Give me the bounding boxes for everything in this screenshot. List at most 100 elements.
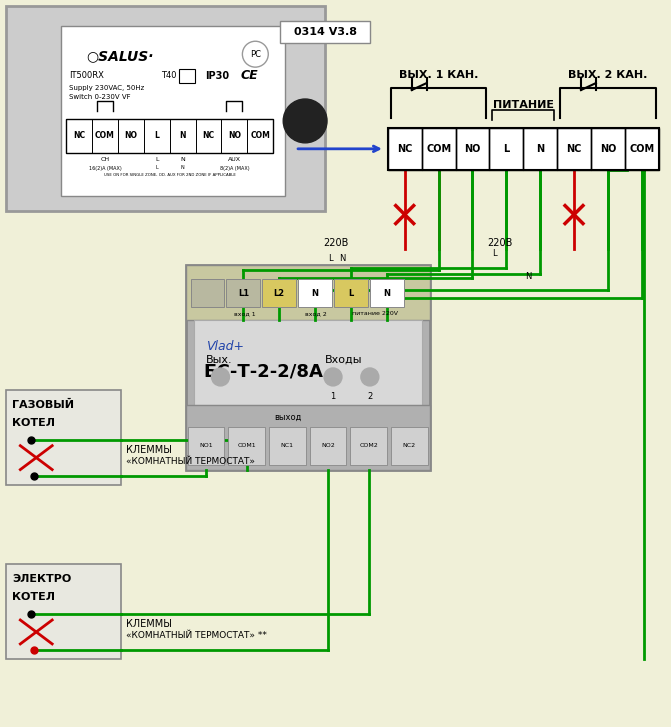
Text: N: N bbox=[311, 289, 319, 298]
Text: CE: CE bbox=[240, 69, 258, 82]
Text: N: N bbox=[179, 132, 186, 140]
Text: NO: NO bbox=[600, 144, 616, 154]
Text: ВЫХ. 1 КАН.: ВЫХ. 1 КАН. bbox=[399, 70, 478, 80]
Text: L: L bbox=[503, 144, 509, 154]
Bar bbox=[188, 427, 224, 465]
Bar bbox=[625, 128, 659, 169]
Text: NO2: NO2 bbox=[321, 443, 335, 448]
Text: 220В: 220В bbox=[323, 238, 349, 249]
Text: 16(2)A (MAX): 16(2)A (MAX) bbox=[89, 166, 121, 171]
Bar bbox=[228, 427, 265, 465]
Text: 1: 1 bbox=[330, 392, 336, 401]
Text: NC: NC bbox=[73, 132, 85, 140]
Text: N: N bbox=[536, 144, 544, 154]
Text: ПИТАНИЕ: ПИТАНИЕ bbox=[493, 100, 554, 110]
Text: IT500RX: IT500RX bbox=[69, 71, 104, 80]
Circle shape bbox=[324, 368, 342, 386]
Bar bbox=[350, 427, 387, 465]
Text: Вых.: Вых. bbox=[205, 355, 232, 365]
Text: COM: COM bbox=[250, 132, 270, 140]
Text: Входы: Входы bbox=[325, 355, 362, 365]
Bar bbox=[118, 119, 144, 153]
Bar bbox=[221, 119, 248, 153]
Bar bbox=[557, 128, 591, 169]
Text: Switch 0-230V VF: Switch 0-230V VF bbox=[69, 94, 131, 100]
Text: NC: NC bbox=[566, 144, 582, 154]
Text: ВЫХ. 2 КАН.: ВЫХ. 2 КАН. bbox=[568, 70, 648, 80]
Text: NC1: NC1 bbox=[280, 443, 294, 448]
Text: 0314 V3.8: 0314 V3.8 bbox=[293, 28, 356, 37]
Text: КЛЕММЫ: КЛЕММЫ bbox=[126, 445, 172, 454]
Text: 2: 2 bbox=[367, 392, 372, 401]
Text: 220В: 220В bbox=[488, 238, 513, 249]
Bar bbox=[195, 119, 221, 153]
Text: КОТЕЛ: КОТЕЛ bbox=[12, 592, 55, 602]
Text: COM2: COM2 bbox=[359, 443, 378, 448]
Text: БС-Т-2-2/8А: БС-Т-2-2/8А bbox=[203, 362, 323, 380]
Bar bbox=[186, 265, 429, 470]
Text: «КОМНАТНЫЙ ТЕРМОСТАТ»: «КОМНАТНЫЙ ТЕРМОСТАТ» bbox=[126, 457, 255, 465]
Text: L: L bbox=[154, 132, 159, 140]
Bar bbox=[280, 21, 370, 43]
Bar bbox=[391, 427, 427, 465]
Bar bbox=[6, 564, 121, 659]
Circle shape bbox=[361, 368, 379, 386]
Bar bbox=[186, 265, 429, 320]
Bar bbox=[66, 119, 92, 153]
Bar bbox=[262, 279, 296, 308]
Bar bbox=[334, 279, 368, 308]
Text: вход 1: вход 1 bbox=[234, 311, 255, 316]
Text: COM: COM bbox=[426, 144, 451, 154]
Text: USE ON FOR SINGLE ZONE, OD. AUX FOR 2ND ZONE IF APPLICABLE: USE ON FOR SINGLE ZONE, OD. AUX FOR 2ND … bbox=[104, 173, 236, 177]
Text: L: L bbox=[155, 157, 158, 162]
Text: «КОМНАТНЫЙ ТЕРМОСТАТ» **: «КОМНАТНЫЙ ТЕРМОСТАТ» ** bbox=[126, 631, 267, 640]
Text: N: N bbox=[180, 165, 185, 170]
Text: N: N bbox=[383, 289, 391, 298]
Text: Supply 230VAC, 50Hz: Supply 230VAC, 50Hz bbox=[69, 85, 144, 91]
Text: L2: L2 bbox=[274, 289, 285, 298]
Text: КЛЕММЫ: КЛЕММЫ bbox=[126, 619, 172, 629]
Text: ГАЗОВЫЙ: ГАЗОВЫЙ bbox=[12, 400, 74, 410]
Bar bbox=[226, 279, 260, 308]
Text: L: L bbox=[348, 289, 354, 298]
Text: NC2: NC2 bbox=[403, 443, 416, 448]
Bar bbox=[61, 26, 285, 196]
Text: L: L bbox=[156, 165, 158, 170]
Text: N: N bbox=[525, 273, 531, 281]
Text: IP30: IP30 bbox=[205, 71, 229, 81]
Text: COM: COM bbox=[95, 132, 115, 140]
Bar bbox=[186, 405, 429, 470]
Text: 8(2)A (MAX): 8(2)A (MAX) bbox=[219, 166, 249, 171]
Bar bbox=[178, 69, 195, 83]
Text: L: L bbox=[492, 249, 497, 258]
Circle shape bbox=[283, 99, 327, 142]
Text: выход: выход bbox=[274, 413, 301, 422]
Bar bbox=[6, 7, 325, 211]
Text: ЭЛЕКТРО: ЭЛЕКТРО bbox=[12, 574, 72, 585]
Text: NO: NO bbox=[124, 132, 138, 140]
Bar bbox=[170, 119, 195, 153]
Text: CH: CH bbox=[101, 157, 109, 162]
Text: NO: NO bbox=[464, 144, 480, 154]
Bar bbox=[6, 390, 121, 484]
Bar bbox=[269, 427, 305, 465]
Bar bbox=[309, 427, 346, 465]
Text: NO: NO bbox=[228, 132, 241, 140]
Bar bbox=[298, 279, 332, 308]
Bar bbox=[489, 128, 523, 169]
Bar bbox=[370, 279, 404, 308]
Bar bbox=[144, 119, 170, 153]
Text: NO1: NO1 bbox=[199, 443, 213, 448]
Bar bbox=[191, 279, 225, 308]
Bar bbox=[591, 128, 625, 169]
Text: COM1: COM1 bbox=[238, 443, 256, 448]
Circle shape bbox=[211, 368, 229, 386]
Text: PC: PC bbox=[250, 49, 261, 59]
Text: NC: NC bbox=[397, 144, 413, 154]
Text: L1: L1 bbox=[238, 289, 249, 298]
Bar bbox=[456, 128, 489, 169]
Text: Vlad+: Vlad+ bbox=[205, 340, 244, 353]
Bar bbox=[388, 128, 421, 169]
Text: вход 2: вход 2 bbox=[305, 311, 327, 316]
Bar bbox=[92, 119, 118, 153]
